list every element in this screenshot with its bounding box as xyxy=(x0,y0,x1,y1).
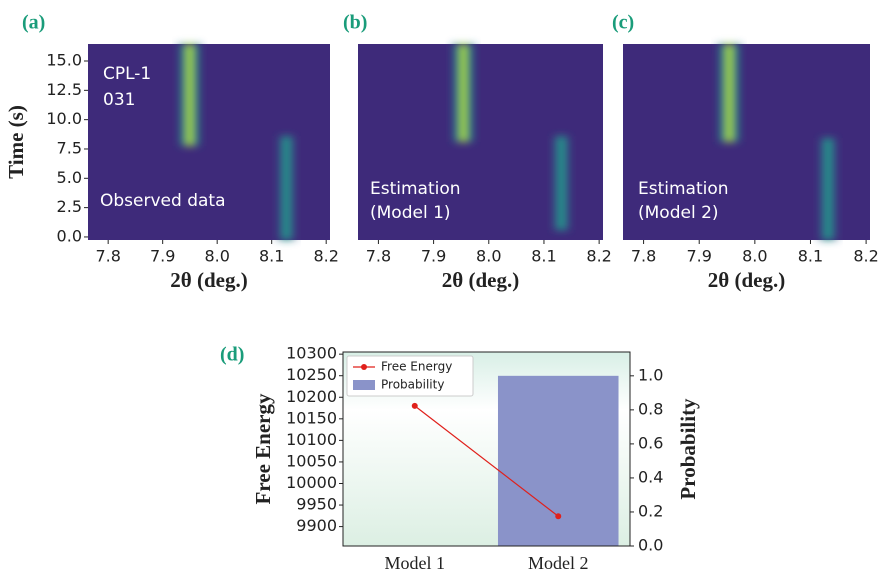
x-tick-label: 7.8 xyxy=(95,247,120,266)
legend-swatch xyxy=(353,380,375,390)
x-tick-label: 7.8 xyxy=(631,247,656,266)
legend-box xyxy=(346,355,474,397)
intensity-band xyxy=(274,136,299,240)
y2-tick-label: 0.4 xyxy=(638,467,663,486)
annotation: (Model 1) xyxy=(370,203,451,223)
intensity-band xyxy=(815,138,841,240)
x-axis-label: 2θ (deg.) xyxy=(708,268,785,292)
y-tick-label: 10200 xyxy=(286,387,337,406)
point xyxy=(411,402,418,409)
y2-axis-label: Probability xyxy=(676,398,700,500)
y-tick-label: 12.5 xyxy=(46,80,82,99)
x-axis-label: 2θ (deg.) xyxy=(442,268,519,292)
legend-label: Probability xyxy=(381,378,444,392)
y-tick-label: 9900 xyxy=(296,516,337,535)
panel-label: (d) xyxy=(220,344,244,366)
x-tick-label: Model 1 xyxy=(385,553,446,573)
x-tick-label: 8.2 xyxy=(313,247,338,266)
annotation: CPL-1 xyxy=(103,64,151,84)
y-tick-label: 0.0 xyxy=(57,226,82,245)
y2-tick-label: 0.0 xyxy=(638,536,663,555)
y-tick-label: 10250 xyxy=(286,365,337,384)
annotation: Estimation xyxy=(638,179,729,199)
legend-swatch xyxy=(361,364,367,370)
bar xyxy=(497,375,619,546)
y-tick-label: 10000 xyxy=(286,473,337,492)
x-tick-label: 7.8 xyxy=(366,247,391,266)
annotation: Observed data xyxy=(100,191,225,211)
intensity-band xyxy=(175,44,205,146)
y-axis-label: Time (s) xyxy=(4,105,28,179)
annotation: (Model 2) xyxy=(638,203,719,223)
y-axis-label: Free Energy xyxy=(251,393,275,504)
x-tick-label: 7.9 xyxy=(421,247,446,266)
x-axis-label: 2θ (deg.) xyxy=(170,268,247,292)
point xyxy=(555,513,562,520)
plot-frame xyxy=(342,351,631,547)
y-tick-label: 2.5 xyxy=(57,197,82,216)
x-tick-label: 7.9 xyxy=(686,247,711,266)
panel-label: (b) xyxy=(343,12,367,34)
panel-label: (a) xyxy=(22,12,45,34)
x-tick-label: 8.2 xyxy=(853,247,878,266)
x-tick-label: Model 2 xyxy=(528,553,589,573)
x-tick-label: 8.0 xyxy=(204,247,229,266)
y-tick-label: 10150 xyxy=(286,408,337,427)
x-tick-label: 8.1 xyxy=(531,247,556,266)
x-tick-label: 8.1 xyxy=(798,247,823,266)
y2-tick-label: 1.0 xyxy=(638,365,663,384)
y-tick-label: 15.0 xyxy=(46,51,82,70)
annotation: 031 xyxy=(103,90,135,110)
x-tick-label: 8.2 xyxy=(586,247,611,266)
y-tick-label: 10100 xyxy=(286,430,337,449)
x-tick-label: 8.0 xyxy=(476,247,501,266)
annotation: Estimation xyxy=(370,179,461,199)
legend-label: Free Energy xyxy=(381,360,452,374)
intensity-band xyxy=(549,136,574,231)
y-tick-label: 7.5 xyxy=(57,138,82,157)
x-tick-label: 8.0 xyxy=(742,247,767,266)
y-tick-label: 10050 xyxy=(286,451,337,470)
y-tick-label: 5.0 xyxy=(57,168,82,187)
y2-tick-label: 0.8 xyxy=(638,399,663,418)
panel-label: (c) xyxy=(612,12,634,34)
intensity-band xyxy=(448,44,479,142)
intensity-band xyxy=(714,44,745,142)
x-tick-label: 8.1 xyxy=(259,247,284,266)
y-tick-label: 9950 xyxy=(296,495,337,514)
line xyxy=(414,405,559,517)
y2-tick-label: 0.6 xyxy=(638,433,663,452)
y-tick-label: 10.0 xyxy=(46,109,82,128)
y2-tick-label: 0.2 xyxy=(638,501,663,520)
y-tick-label: 10300 xyxy=(286,344,337,363)
x-tick-label: 7.9 xyxy=(150,247,175,266)
